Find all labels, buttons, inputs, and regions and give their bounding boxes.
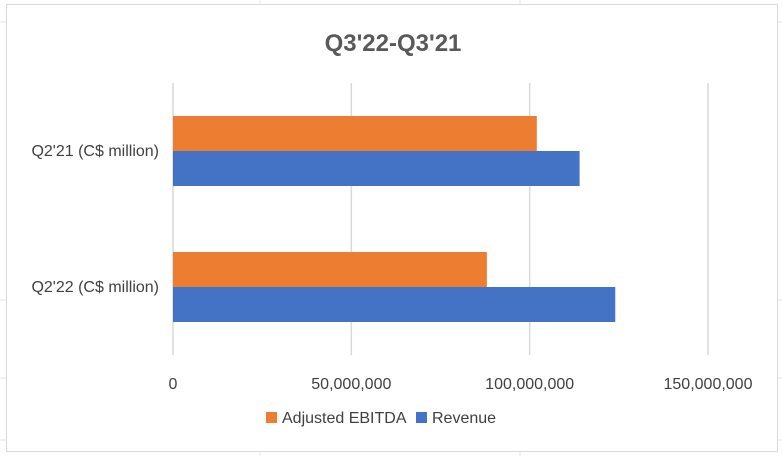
category-labels: Q2'21 (C$ million) Q2'22 (C$ million) xyxy=(31,143,159,296)
legend-swatch xyxy=(266,412,277,423)
x-axis-tick-labels: 0 50,000,000 100,000,000 150,000,000 xyxy=(169,376,753,393)
legend-swatch xyxy=(416,412,427,423)
chart-area[interactable]: Q3'22-Q3'21 Q2'21 (C$ million) Q2'22 (C$ … xyxy=(6,4,778,452)
bar-revenue[interactable] xyxy=(173,287,616,322)
bar-adjusted-ebitda[interactable] xyxy=(173,252,487,287)
chart-title: Q3'22-Q3'21 xyxy=(325,30,462,57)
x-tick-label: 100,000,000 xyxy=(485,376,574,393)
category-label: Q2'22 (C$ million) xyxy=(31,279,159,296)
legend-label: Revenue xyxy=(432,410,496,427)
x-tick-label: 0 xyxy=(169,376,178,393)
x-tick-label: 150,000,000 xyxy=(664,376,753,393)
bar-adjusted-ebitda[interactable] xyxy=(173,116,537,151)
bars xyxy=(173,116,616,322)
bar-revenue[interactable] xyxy=(173,151,580,186)
legend-label: Adjusted EBITDA xyxy=(282,410,407,427)
bar-chart: Q3'22-Q3'21 Q2'21 (C$ million) Q2'22 (C$ … xyxy=(31,30,753,427)
category-label: Q2'21 (C$ million) xyxy=(31,143,159,160)
legend[interactable]: Adjusted EBITDA Revenue xyxy=(266,410,496,427)
x-tick-label: 50,000,000 xyxy=(311,376,391,393)
